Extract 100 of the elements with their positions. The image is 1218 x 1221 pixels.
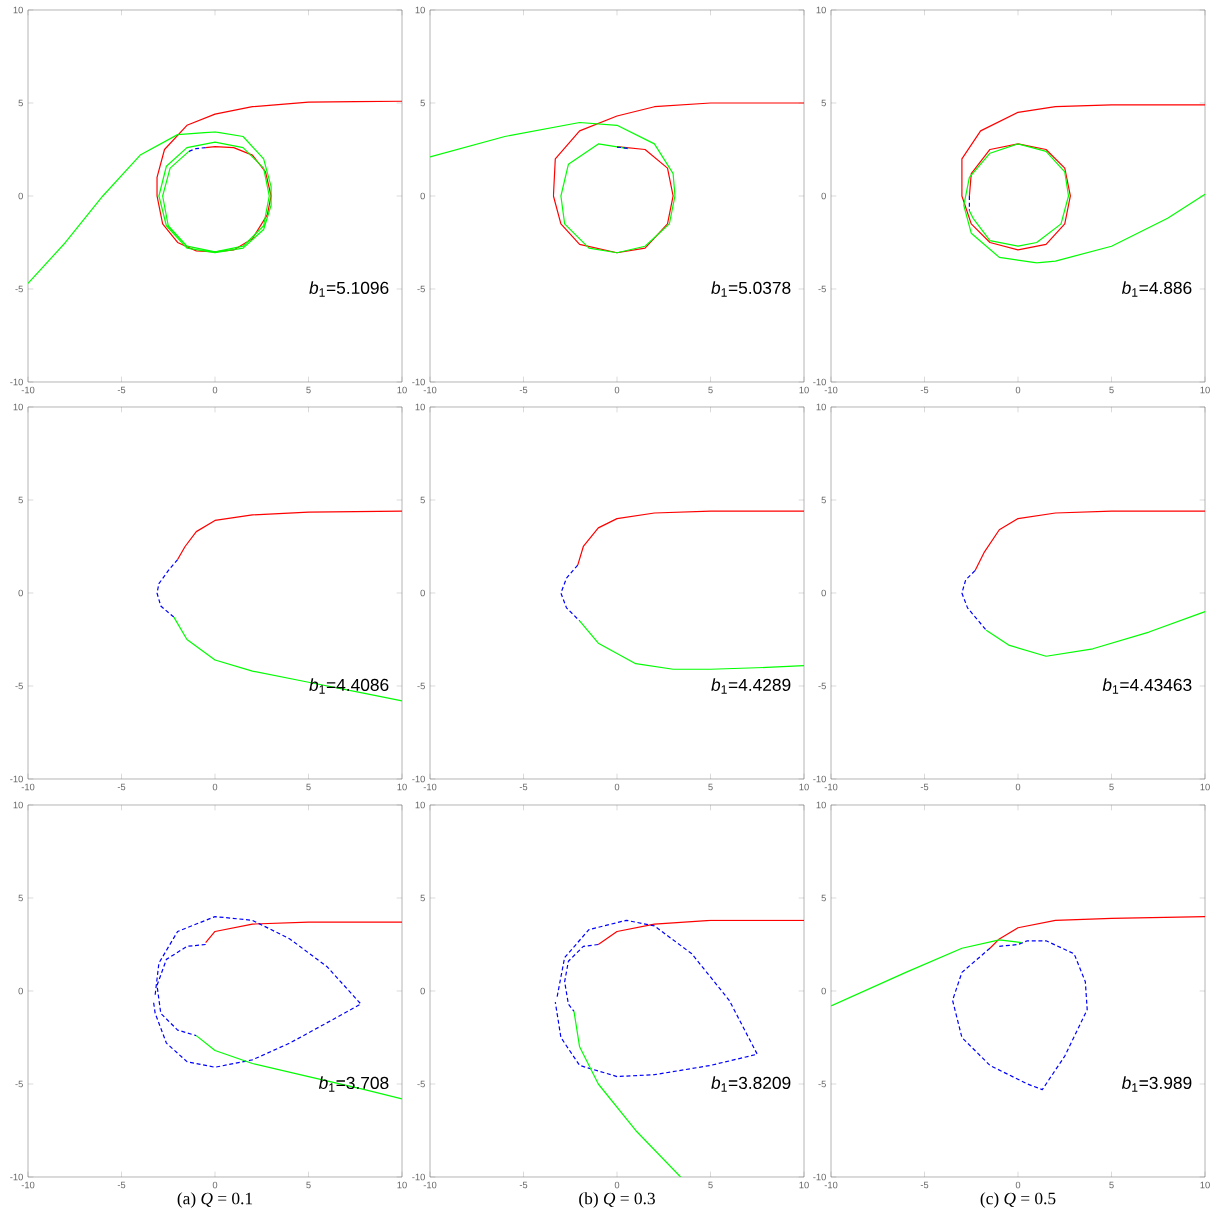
line-series	[205, 921, 402, 944]
y-tick-label: 0	[18, 192, 23, 200]
x-tick-label: -5	[117, 1181, 126, 1189]
y-tick-label: 5	[420, 496, 425, 504]
y-tick-label: 10	[816, 403, 826, 411]
y-tick-label: -5	[818, 285, 826, 293]
line-series	[430, 121, 676, 254]
y-tick-label: -10	[813, 775, 826, 783]
line-series	[577, 510, 805, 566]
y-tick-label: 0	[18, 589, 23, 597]
y-tick-label: 10	[13, 403, 23, 411]
y-tick-label: -10	[10, 1173, 23, 1181]
y-tick-label: 10	[415, 6, 425, 14]
x-tick-label: 0	[1015, 386, 1021, 394]
annotation: b$_{1}$=5.1096	[309, 281, 389, 297]
x-axis-title: (b) Q = 0.3	[579, 1192, 655, 1208]
line-series	[173, 616, 402, 702]
y-tick-label: -5	[818, 1080, 826, 1088]
y-tick-label: 0	[821, 987, 826, 995]
y-tick-label: 10	[13, 6, 23, 14]
x-tick-label: 5	[306, 1181, 311, 1189]
x-tick-label: 10	[1200, 386, 1210, 394]
x-tick-label: 0	[212, 386, 218, 394]
x-tick-label: -5	[117, 783, 126, 791]
y-tick-label: -10	[813, 1173, 826, 1181]
x-tick-label: 10	[799, 386, 809, 394]
y-tick-label: -5	[818, 682, 826, 690]
y-tick-label: 0	[821, 192, 826, 200]
y-tick-label: -10	[412, 378, 425, 386]
x-tick-label: 0	[614, 783, 620, 791]
line-series	[831, 939, 1023, 1007]
y-tick-label: 10	[415, 801, 425, 809]
x-tick-label: 10	[1200, 1181, 1210, 1189]
y-tick-label: -10	[10, 775, 23, 783]
y-tick-label: -5	[417, 285, 425, 293]
x-axis-title: (a) Q = 0.1	[177, 1192, 253, 1208]
x-tick-label: 5	[306, 783, 311, 791]
y-tick-label: -5	[417, 682, 425, 690]
x-tick-label: 0	[212, 1181, 218, 1189]
x-tick-label: -5	[519, 386, 528, 394]
y-tick-label: -10	[813, 378, 826, 386]
y-tick-label: -5	[15, 1080, 23, 1088]
x-tick-label: 5	[708, 1181, 713, 1189]
line-series	[961, 570, 987, 631]
y-tick-label: 10	[13, 801, 23, 809]
line-series	[156, 943, 207, 1037]
x-tick-label: 0	[212, 783, 218, 791]
annotation: b$_{1}$=3.989	[1121, 1076, 1192, 1092]
x-tick-label: -5	[920, 783, 929, 791]
y-tick-label: -5	[417, 1080, 425, 1088]
y-tick-label: 5	[420, 99, 425, 107]
x-tick-label: -5	[117, 386, 126, 394]
x-tick-label: 0	[614, 1181, 620, 1189]
x-tick-label: 10	[799, 1181, 809, 1189]
y-tick-label: 5	[18, 894, 23, 902]
line-series	[177, 510, 402, 561]
y-tick-label: 5	[18, 99, 23, 107]
line-series	[552, 102, 805, 254]
line-series	[560, 564, 581, 622]
x-tick-label: -5	[920, 1181, 929, 1189]
line-series	[974, 510, 1206, 572]
y-tick-label: 0	[420, 589, 425, 597]
y-tick-label: -10	[412, 1173, 425, 1181]
x-tick-label: -5	[519, 1181, 528, 1189]
line-series	[554, 919, 758, 1078]
y-tick-label: 0	[821, 589, 826, 597]
y-tick-label: -5	[15, 285, 23, 293]
line-series	[951, 940, 1088, 1091]
line-series	[564, 943, 599, 1013]
line-series	[28, 131, 272, 285]
x-tick-label: 5	[708, 386, 713, 394]
line-series	[597, 919, 805, 946]
line-series	[573, 1010, 682, 1177]
x-tick-label: 0	[1015, 783, 1021, 791]
x-tick-label: 10	[397, 1181, 407, 1189]
x-tick-label: 5	[1109, 783, 1114, 791]
y-tick-label: 5	[821, 496, 826, 504]
y-tick-label: 5	[821, 894, 826, 902]
x-tick-label: 0	[614, 386, 620, 394]
line-series	[963, 143, 1206, 264]
x-tick-label: 10	[1200, 783, 1210, 791]
y-tick-label: 0	[18, 987, 23, 995]
x-tick-label: 5	[1109, 1181, 1114, 1189]
x-tick-label: 10	[397, 386, 407, 394]
line-series	[156, 558, 179, 618]
x-tick-label: 10	[799, 783, 809, 791]
x-tick-label: 5	[708, 783, 713, 791]
annotation: b$_{1}$=4.43463	[1102, 678, 1192, 694]
line-series	[985, 611, 1206, 657]
line-series	[195, 1035, 402, 1100]
x-tick-label: 10	[397, 783, 407, 791]
y-tick-label: 5	[18, 496, 23, 504]
annotation: b$_{1}$=4.4289	[711, 678, 791, 694]
line-series	[152, 916, 362, 1068]
annotation: b$_{1}$=4.886	[1121, 281, 1192, 297]
y-tick-label: 0	[420, 987, 425, 995]
x-tick-label: -5	[920, 386, 929, 394]
y-tick-label: 0	[420, 192, 425, 200]
x-axis-title: (c) Q = 0.5	[980, 1192, 1056, 1208]
y-tick-label: 10	[415, 403, 425, 411]
